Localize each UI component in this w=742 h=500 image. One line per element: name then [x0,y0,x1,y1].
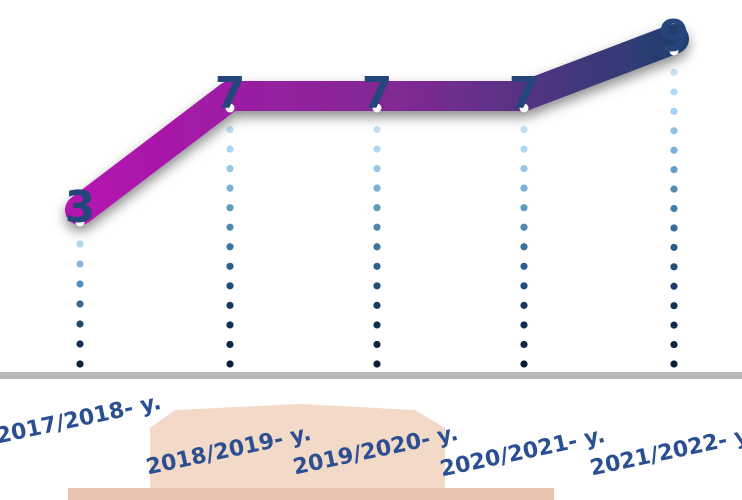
drop-dot [520,184,528,192]
drop-dot [520,243,528,251]
drop-dot [373,360,381,368]
drop-dot [76,300,84,308]
drop-dot [226,360,234,368]
podium-decoration [68,404,554,500]
drop-dot [520,340,528,349]
drop-dot [373,223,381,231]
drop-dot [670,68,678,77]
drop-dot [670,88,678,96]
drop-dot [520,282,528,290]
series-line [65,24,689,225]
data-point [372,103,382,113]
drop-dot [670,340,678,349]
drop-dot [670,166,678,174]
data-point [75,217,85,227]
drop-dot [226,223,234,231]
drop-dot [76,320,84,328]
drop-dot [520,301,528,309]
drop-dot [373,262,381,270]
drop-dot [670,302,678,310]
drop-dot [373,282,381,290]
drop-dot [670,282,678,290]
data-point [225,103,235,113]
drop-dot [76,240,84,248]
drop-dot [226,282,234,290]
drop-dot [226,243,234,251]
drop-dot [520,204,528,212]
drop-dot [520,125,528,134]
data-label: 7 [215,68,246,119]
drop-dot [76,340,84,348]
drop-dot [373,184,381,192]
drop-dot [373,145,381,153]
drop-dot [670,243,678,251]
drop-dot [670,360,678,368]
category-label: 2020/2021- y. [438,423,607,482]
dotted-drop-lines [76,49,678,368]
drop-dot [226,184,234,192]
data-points [75,46,679,227]
drop-dot [373,165,381,173]
drop-dot [670,263,678,271]
drop-dot [373,125,381,134]
category-label: 2021/2022- y. [588,422,742,481]
data-point [669,46,679,56]
drop-dot [670,127,678,135]
data-labels: 3 7 7 7 9 [65,11,690,233]
drop-dot [76,360,84,368]
drop-dot [226,165,234,173]
drop-dot [520,360,528,368]
data-point [519,103,529,113]
drop-dot [76,280,84,288]
drop-dot [373,243,381,251]
series-line-path [65,24,689,225]
drop-dot [226,262,234,270]
drop-dot [670,107,678,115]
drop-dot [520,145,528,153]
drop-dot [373,340,381,349]
data-label: 3 [65,182,96,233]
drop-dot [373,204,381,212]
drop-dot [520,262,528,270]
drop-dot [373,321,381,329]
data-label: 9 [659,11,690,62]
drop-dot [226,301,234,309]
drop-dot [520,321,528,329]
drop-dot [226,125,234,134]
drop-dot [670,146,678,154]
x-axis-line [0,372,742,379]
drop-dot [520,223,528,231]
drop-dot [226,340,234,349]
drop-dot [670,185,678,193]
category-label: 2017/2018- y. [0,390,163,449]
drop-dot [226,204,234,212]
drop-dot [520,165,528,173]
drop-dot [670,321,678,329]
drop-dot [76,260,84,268]
data-label: 7 [362,68,393,119]
drop-dot [670,224,678,232]
drop-dot [670,204,678,213]
drop-dot [226,145,234,153]
data-label: 7 [509,68,540,119]
drop-dot [226,321,234,329]
drop-dot [373,301,381,309]
